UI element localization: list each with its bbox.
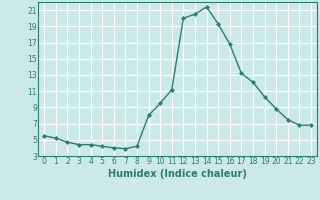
X-axis label: Humidex (Indice chaleur): Humidex (Indice chaleur) (108, 169, 247, 179)
